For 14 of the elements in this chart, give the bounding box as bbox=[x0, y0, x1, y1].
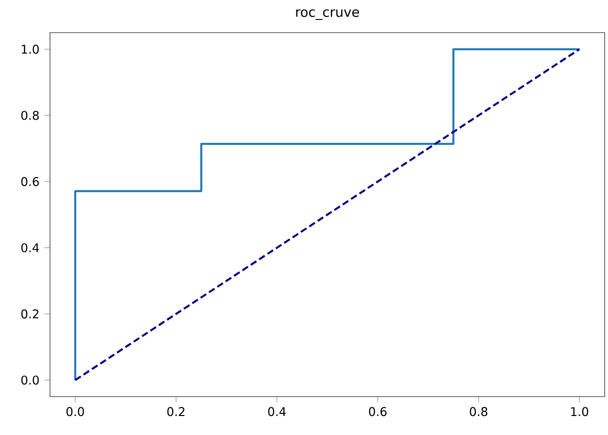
x-tick-label: 0.0 bbox=[66, 407, 84, 416]
y-tick-label: 1.0 bbox=[22, 44, 39, 54]
y-tick-label: 0.4 bbox=[21, 243, 39, 252]
x-tick-label: 0.2 bbox=[167, 407, 184, 416]
x-tick-label: 0.4 bbox=[268, 407, 286, 416]
y-tick-label: 0.6 bbox=[21, 177, 39, 186]
line-series bbox=[74, 48, 580, 382]
y-tick-label: 0.8 bbox=[21, 111, 39, 120]
y-tick-label: 0.2 bbox=[21, 310, 38, 319]
y-tick-label: 0.0 bbox=[21, 376, 39, 385]
x-tick-label: 0.6 bbox=[369, 407, 387, 416]
x-tick-label: 0.8 bbox=[470, 407, 488, 416]
x-tick-label: 1.0 bbox=[571, 407, 588, 416]
chart-title: roc_cruve bbox=[296, 10, 360, 20]
